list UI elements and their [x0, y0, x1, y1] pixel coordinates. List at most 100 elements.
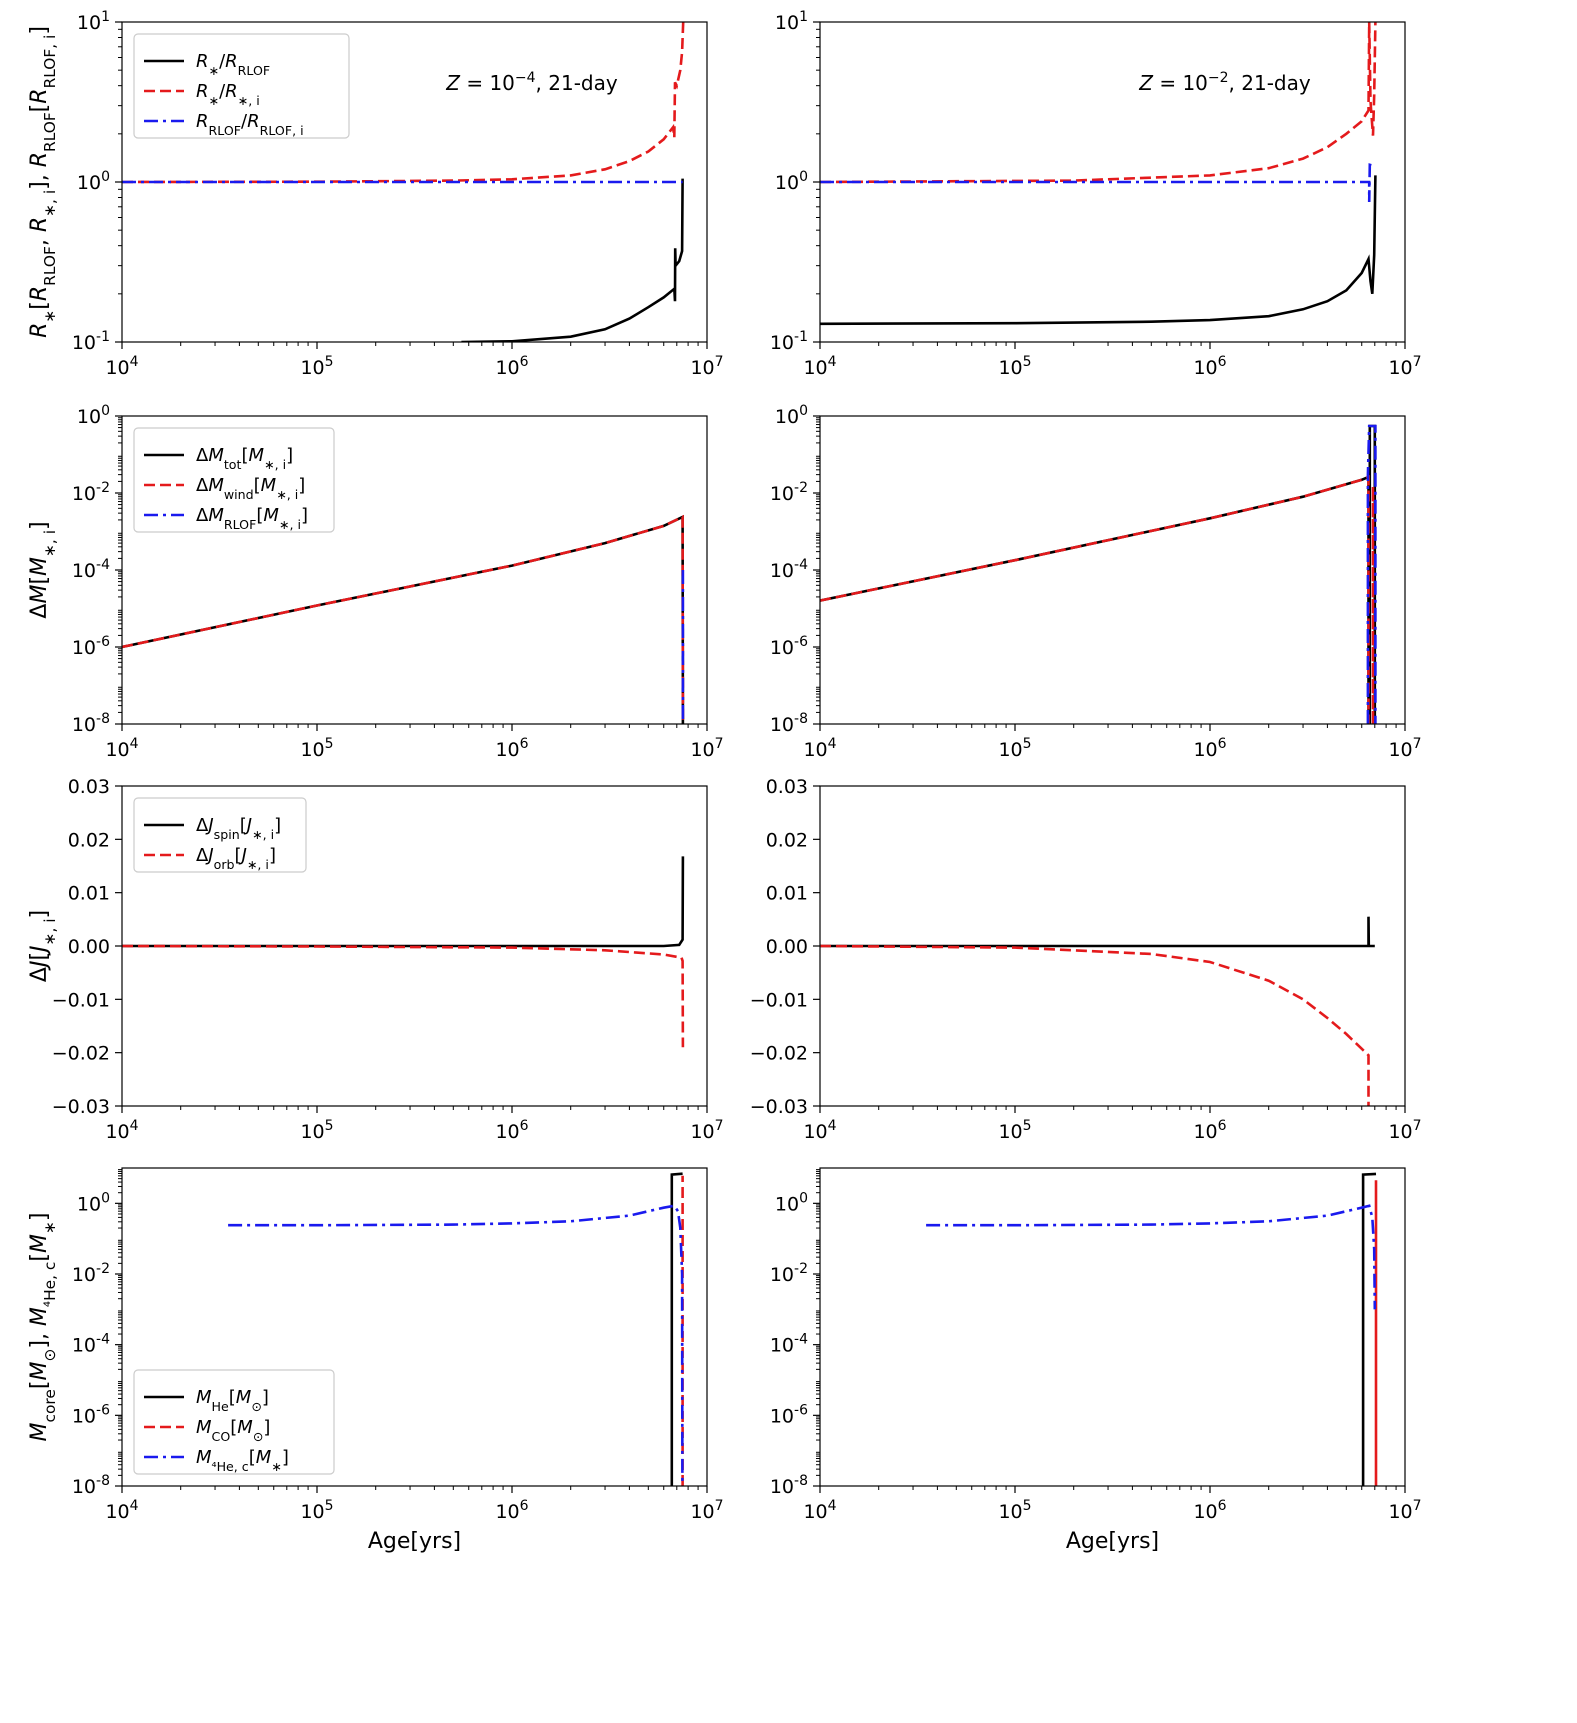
- x-tick-label: 107: [690, 354, 723, 379]
- axes-frame: [819, 1167, 1406, 1487]
- panel-core-mass-z1e-2: 104 105 106 107 10-8 10-6 10-4 10-2 100 Age[yrs]: [770, 1167, 1422, 1554]
- y-tick-label: 0.00: [68, 936, 110, 958]
- y-axis-label: ΔM[M∗, i]: [27, 521, 59, 618]
- series-line-0: [461, 178, 684, 342]
- x-tick-label: 104: [803, 1118, 836, 1143]
- x-tick-label: 104: [105, 1118, 138, 1143]
- y-tick-label: −0.01: [750, 989, 808, 1011]
- y-tick-label: 101: [775, 9, 808, 34]
- series-line-2: [228, 1204, 684, 1486]
- legend-label: ΔMtot[M∗, i]: [196, 445, 293, 472]
- legend-label: M⁴He, c[M∗]: [196, 1447, 289, 1474]
- y-tick-label: 100: [77, 1190, 110, 1215]
- x-tick-label: 104: [105, 354, 138, 379]
- axes-frame: [121, 1167, 708, 1487]
- series-group: [122, 514, 685, 724]
- panel-angmom-z1e-2: 104 105 106 107 −0.03 −0.02 −0.01 0.00 0.01 0.02 0…: [750, 776, 1422, 1143]
- series-line-0: [820, 424, 1377, 724]
- series-line-0: [820, 916, 1375, 948]
- legend-label: MHe[M⊙]: [196, 1387, 269, 1414]
- x-tick-label: 105: [300, 1498, 333, 1523]
- y-tick-label: 10-6: [72, 1402, 110, 1427]
- x-tick-label: 106: [1193, 1118, 1226, 1143]
- y-tick-label: 10-6: [770, 1402, 808, 1427]
- x-tick-label: 107: [690, 1498, 723, 1523]
- x-tick-label: 105: [998, 1498, 1031, 1523]
- series-line-1: [122, 944, 685, 1048]
- x-tick-label: 105: [998, 736, 1031, 761]
- y-tick-label: 10-4: [770, 557, 808, 582]
- y-tick-label: 10-1: [72, 329, 110, 354]
- x-tick-label: 104: [803, 354, 836, 379]
- x-tick-label: 107: [1388, 354, 1421, 379]
- y-tick-label: 100: [775, 1190, 808, 1215]
- x-tick-label: 106: [495, 354, 528, 379]
- series-line-0: [670, 1172, 683, 1486]
- x-tick-label: 107: [1388, 1118, 1421, 1143]
- y-tick-label: 10-4: [770, 1332, 808, 1357]
- y-tick-label: 0.02: [68, 829, 110, 851]
- legend-label: ΔMwind[M∗, i]: [196, 475, 305, 502]
- panel-annotation: Z = 10−4, 21-day: [445, 70, 618, 95]
- legend-label: MCO[M⊙]: [196, 1417, 270, 1444]
- y-tick-label: 10-4: [72, 557, 110, 582]
- y-tick-label: 100: [77, 169, 110, 194]
- y-tick-label: 10-8: [770, 1473, 808, 1498]
- series-group: [122, 22, 685, 342]
- series-group: [228, 1172, 684, 1486]
- x-tick-label: 105: [300, 736, 333, 761]
- legend: ΔMtot[M∗, i] ΔMwind[M∗, i] ΔMRLOF[M∗, i]: [133, 427, 335, 533]
- y-tick-label: 10-2: [72, 480, 110, 505]
- y-tick-label: 10-8: [770, 711, 808, 736]
- x-tick-label: 107: [690, 1118, 723, 1143]
- y-tick-label: 10-8: [72, 711, 110, 736]
- y-tick-label: −0.03: [750, 1096, 808, 1118]
- x-axis-label: Age[yrs]: [1066, 1529, 1159, 1554]
- x-tick-label: 106: [495, 1498, 528, 1523]
- series-group: [926, 1172, 1378, 1486]
- y-tick-label: 10-4: [72, 1332, 110, 1357]
- y-axis-label: Mcore[M⊙], M⁴He, c[M∗]: [27, 1213, 59, 1442]
- legend-label: R∗/RRLOF: [196, 51, 270, 78]
- y-tick-label: 0.03: [766, 776, 808, 798]
- y-tick-label: −0.02: [52, 1043, 110, 1065]
- y-tick-label: −0.01: [52, 989, 110, 1011]
- panel-radius-z1e-4: 104 105 106 107 10-1 100 101 R∗[RRLOF, R∗, i], …: [27, 9, 724, 379]
- y-tick-label: 0.00: [766, 936, 808, 958]
- y-tick-label: 0.03: [68, 776, 110, 798]
- x-tick-label: 106: [495, 1118, 528, 1143]
- panel-angmom-z1e-4: 104 105 106 107 −0.03 −0.02 −0.01 0.00 0.01 0.02 0…: [27, 776, 724, 1143]
- x-tick-label: 105: [300, 1118, 333, 1143]
- x-tick-label: 106: [495, 736, 528, 761]
- series-line-1: [820, 22, 1377, 184]
- series-group: [820, 916, 1375, 1106]
- series-line-1: [820, 944, 1370, 1106]
- y-axis-label: ΔJ[J∗, i]: [27, 910, 59, 982]
- x-tick-label: 107: [690, 736, 723, 761]
- x-tick-label: 106: [1193, 1498, 1226, 1523]
- y-tick-label: −0.02: [750, 1043, 808, 1065]
- series-line-2: [1366, 424, 1377, 724]
- y-axis-label: R∗[RRLOF, R∗, i], RRLOF[RRLOF, i]: [27, 26, 59, 338]
- y-tick-label: 10-6: [72, 634, 110, 659]
- x-tick-label: 106: [1193, 354, 1226, 379]
- x-tick-label: 106: [1193, 736, 1226, 761]
- y-tick-label: 0.01: [766, 883, 808, 905]
- y-tick-label: 10-2: [770, 1261, 808, 1286]
- x-tick-label: 107: [1388, 736, 1421, 761]
- y-tick-label: 10-2: [72, 1261, 110, 1286]
- series-line-1: [820, 475, 1375, 724]
- series-line-0: [122, 514, 685, 724]
- legend: R∗/RRLOF R∗/R∗, i RRLOF/RRLOF, i: [133, 33, 350, 139]
- legend-label: ΔJspin[J∗, i]: [196, 815, 281, 842]
- series-line-2: [820, 163, 1377, 203]
- y-tick-label: 10-6: [770, 634, 808, 659]
- y-tick-label: 100: [77, 403, 110, 428]
- y-tick-label: 10-8: [72, 1473, 110, 1498]
- panel-core-mass-z1e-4: 104 105 106 107 10-8 10-6 10-4 10-2 100 Mcore[M⊙]…: [27, 1167, 724, 1554]
- legend: ΔJspin[J∗, i] ΔJorb[J∗, i]: [133, 797, 307, 873]
- x-tick-label: 107: [1388, 1498, 1421, 1523]
- x-tick-label: 104: [105, 1498, 138, 1523]
- series-line-1: [122, 22, 685, 184]
- legend-label: R∗/R∗, i: [196, 81, 260, 108]
